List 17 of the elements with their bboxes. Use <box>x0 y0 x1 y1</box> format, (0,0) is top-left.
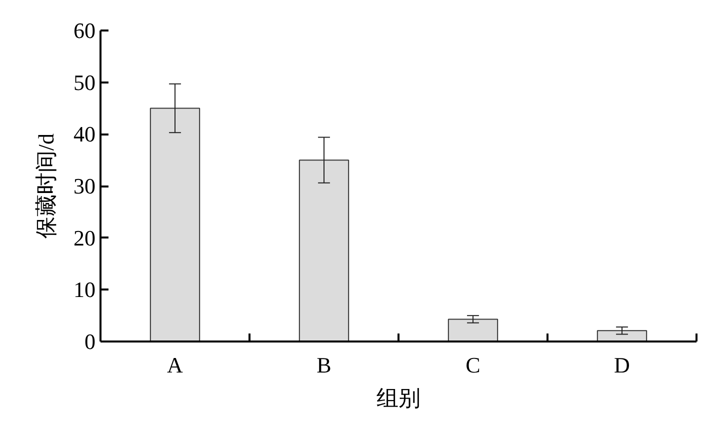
y-tick-label: 20 <box>74 225 96 250</box>
x-tick-label: A <box>167 352 184 378</box>
y-tick-label: 50 <box>74 70 96 95</box>
y-tick-label: 40 <box>74 122 96 147</box>
y-axis-title: 保藏时间/d <box>34 133 58 239</box>
y-tick-label: 30 <box>74 174 96 198</box>
bar <box>150 108 200 342</box>
bar <box>298 160 350 342</box>
bar <box>448 318 498 342</box>
x-tick-label: C <box>466 352 480 378</box>
x-tick-label: D <box>614 352 630 378</box>
bar <box>596 330 648 342</box>
y-tick-label: 10 <box>74 277 96 302</box>
y-tick-label: 60 <box>74 18 96 43</box>
y-tick-label: 0 <box>84 329 96 354</box>
x-axis-title: 组别 <box>376 386 420 410</box>
x-tick-label: B <box>316 352 332 378</box>
